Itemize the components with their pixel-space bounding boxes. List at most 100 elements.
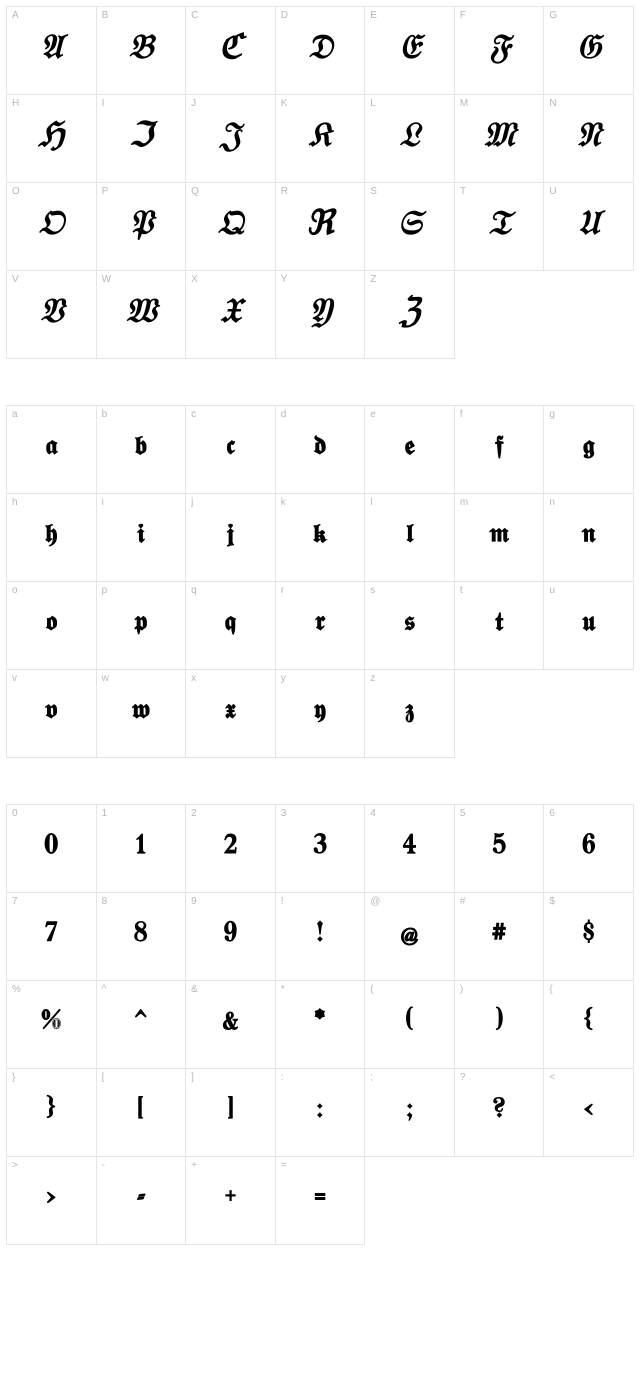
glyph-char: ℭ	[218, 32, 242, 66]
glyph-char: 𝖋	[494, 435, 503, 461]
glyph-label: q	[191, 585, 197, 596]
glyph-char: 𝔙	[39, 296, 63, 330]
glyph-label: u	[549, 585, 555, 596]
glyph-cell: L𝔏	[365, 95, 455, 183]
glyph-cell: !!	[276, 893, 366, 981]
glyph-label: 4	[370, 808, 376, 819]
glyph-char: &	[222, 1009, 238, 1037]
glyph-char: 𝔒	[39, 208, 64, 242]
glyph-cell: Rℜ	[276, 183, 366, 271]
glyph-label: y	[281, 673, 286, 684]
glyph-label: k	[281, 497, 286, 508]
glyph-cell: --	[97, 1157, 187, 1245]
glyph-cell: n𝖓	[544, 494, 634, 582]
glyph-cell: ++	[186, 1157, 276, 1245]
glyph-label: R	[281, 186, 288, 197]
empty-cell	[544, 271, 634, 359]
glyph-cell: }}	[7, 1069, 97, 1157]
glyph-label: %	[12, 984, 21, 995]
glyph-label: -	[102, 1160, 105, 1171]
glyph-label: o	[12, 585, 18, 596]
glyph-char: 𝔊	[577, 32, 601, 66]
glyph-label: K	[281, 98, 288, 109]
glyph-cell: {{	[544, 981, 634, 1069]
glyph-cell: ==	[276, 1157, 366, 1245]
glyph-cell: **	[276, 981, 366, 1069]
glyph-cell: c𝖈	[186, 406, 276, 494]
glyph-cell: j𝖏	[186, 494, 276, 582]
glyph-label: Y	[281, 274, 288, 285]
glyph-char: 9	[224, 921, 237, 949]
glyph-cell: 11	[97, 805, 187, 893]
glyph-char: 𝖈	[226, 435, 235, 461]
glyph-char: 𝔐	[483, 120, 514, 154]
glyph-char: 𝖑	[406, 523, 414, 549]
glyph-label: c	[191, 409, 196, 420]
glyph-char: 𝖉	[313, 435, 326, 461]
glyph-label: h	[12, 497, 18, 508]
glyph-char: 1	[136, 833, 145, 861]
glyph-cell: &&	[186, 981, 276, 1069]
glyph-char: 3	[313, 833, 326, 861]
glyph-char: 𝔑	[577, 120, 601, 154]
glyph-char: +	[225, 1185, 236, 1213]
glyph-char: =	[315, 1185, 326, 1213]
glyph-cell: $$	[544, 893, 634, 981]
glyph-char: !	[317, 921, 324, 949]
glyph-cell: 55	[455, 805, 545, 893]
glyph-cell: y𝖞	[276, 670, 366, 758]
glyph-cell: V𝔙	[7, 271, 97, 359]
glyph-char: ‹	[585, 1097, 593, 1125]
glyph-cell: d𝖉	[276, 406, 366, 494]
glyph-char: 𝔜	[309, 296, 331, 330]
glyph-label: #	[460, 896, 466, 907]
glyph-label: Q	[191, 186, 199, 197]
glyph-char: )	[496, 1009, 503, 1037]
glyph-char: ℜ	[306, 208, 334, 242]
glyph-label: r	[281, 585, 284, 596]
glyph-char: 0	[45, 833, 58, 861]
glyph-cell: ##	[455, 893, 545, 981]
glyph-label: ^	[102, 984, 107, 995]
glyph-char: ^	[135, 1009, 147, 1037]
glyph-label: =	[281, 1160, 287, 1171]
glyph-cell: i𝖎	[97, 494, 187, 582]
glyph-label: 9	[191, 896, 197, 907]
glyph-char: 𝔛	[220, 296, 241, 330]
glyph-cell: G𝔊	[544, 7, 634, 95]
glyph-label: z	[370, 673, 375, 684]
glyph-label: v	[12, 673, 17, 684]
glyph-cell: p𝖕	[97, 582, 187, 670]
glyph-label: ;	[370, 1072, 373, 1083]
glyph-char: 𝖏	[226, 523, 234, 549]
glyph-cell: X𝔛	[186, 271, 276, 359]
glyph-grid: a𝖆b𝖇c𝖈d𝖉e𝖊f𝖋g𝖌h𝖍i𝖎j𝖏k𝖐l𝖑m𝖒n𝖓o𝖔p𝖕q𝖖r𝖗s𝖘t𝖙…	[6, 405, 634, 758]
glyph-label: M	[460, 98, 468, 109]
glyph-cell: S𝔖	[365, 183, 455, 271]
glyph-cell: w𝖜	[97, 670, 187, 758]
glyph-char: 𝖟	[405, 699, 414, 725]
glyph-cell: u𝖚	[544, 582, 634, 670]
glyph-char: 𝖕	[134, 611, 148, 637]
glyph-label: >	[12, 1160, 18, 1171]
glyph-label: m	[460, 497, 468, 508]
glyph-char: 𝔓	[129, 208, 153, 242]
glyph-cell: ]]	[186, 1069, 276, 1157]
glyph-char: 𝖇	[134, 435, 147, 461]
glyph-label: +	[191, 1160, 197, 1171]
glyph-label: t	[460, 585, 463, 596]
glyph-label: H	[12, 98, 19, 109]
font-character-map: A𝔄B𝔅CℭD𝔇E𝔈F𝔉G𝔊HℌIℑJ𝔍K𝔎L𝔏M𝔐N𝔑O𝔒P𝔓Q𝔔RℜS𝔖T𝔗…	[6, 6, 634, 1245]
glyph-char: #	[492, 921, 506, 949]
glyph-char: 𝔘	[578, 208, 600, 242]
glyph-label: ]	[191, 1072, 194, 1083]
glyph-char: 𝖓	[582, 523, 595, 549]
glyph-cell: ::	[276, 1069, 366, 1157]
glyph-cell: >›	[7, 1157, 97, 1245]
glyph-cell: v𝖛	[7, 670, 97, 758]
glyph-cell: 66	[544, 805, 634, 893]
glyph-char: ℑ	[129, 120, 153, 154]
glyph-char: 𝖖	[224, 611, 236, 637]
glyph-label: 0	[12, 808, 18, 819]
glyph-label: d	[281, 409, 287, 420]
